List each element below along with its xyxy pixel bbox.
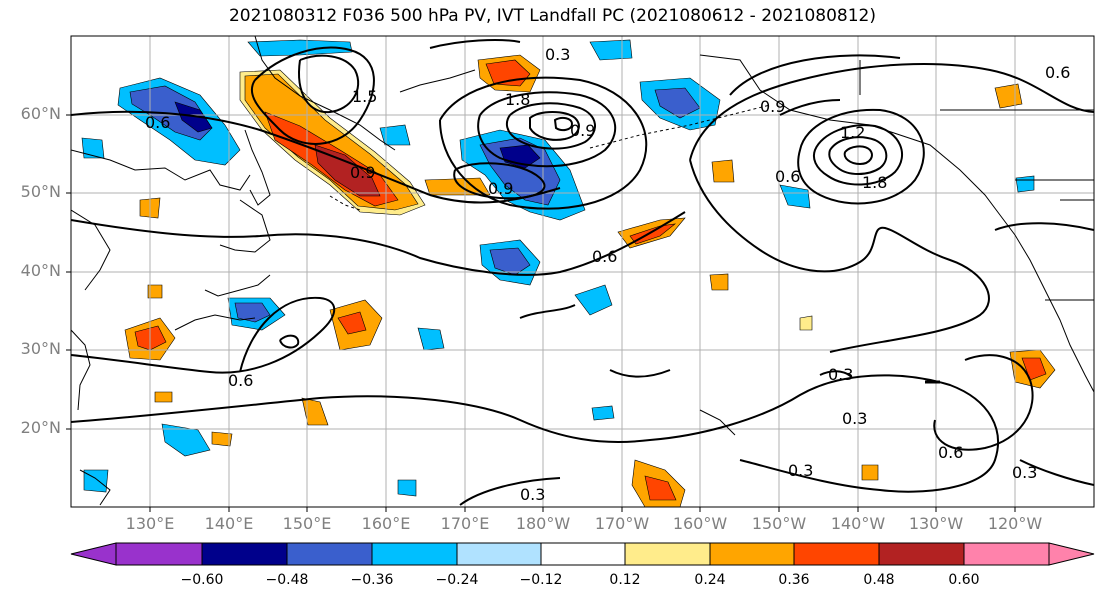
lon-label: 160°W [672, 514, 728, 533]
contour-label: 0.3 [828, 365, 853, 384]
colorbar-cell [201, 542, 288, 566]
lon-label: 170°E [440, 514, 490, 533]
lat-label: 50°N [20, 182, 61, 201]
colorbar-cell [115, 542, 203, 566]
colorbar-tick-label: 0.36 [778, 572, 810, 588]
map-title: 2021080312 F036 500 hPa PV, IVT Landfall… [228, 6, 876, 26]
contour-label: 0.6 [592, 247, 617, 266]
contour-label: 0.6 [145, 113, 170, 132]
lat-label: 60°N [20, 104, 61, 123]
colorbar-max-extend [1048, 542, 1095, 566]
colorbar-tick-label: −0.12 [519, 572, 563, 588]
colorbar-tick-label: −0.24 [435, 572, 479, 588]
coastlines [71, 36, 1094, 506]
lon-label: 130°E [125, 514, 175, 533]
contour-label-group: 0.3 1.5 0.6 0.9 0.9 1.8 0.9 0.6 0.9 1.2 … [145, 45, 1070, 504]
lon-label: 150°E [282, 514, 332, 533]
colorbar-cell [963, 542, 1050, 566]
colorbar-tick-label: 0.48 [863, 572, 895, 588]
contour-label: 1.2 [840, 123, 865, 142]
colorbar-tick-label: −0.60 [180, 572, 224, 588]
contour-label: 0.6 [1045, 63, 1070, 82]
colorbar-min-extend [70, 542, 117, 566]
lat-label: 40°N [20, 261, 61, 280]
contour-label: 0.9 [488, 179, 513, 198]
lon-label: 140°W [830, 514, 886, 533]
contour-label: 0.3 [788, 461, 813, 480]
contour-label: 0.9 [760, 97, 785, 116]
colorbar-tick-label: 0.12 [609, 572, 641, 588]
lon-label: 140°E [204, 514, 254, 533]
colorbar-cell [286, 542, 373, 566]
contour-label: 0.6 [775, 167, 800, 186]
colorbar-cell [456, 542, 542, 566]
lon-label: 180°W [515, 514, 571, 533]
graticule [71, 36, 1094, 507]
colorbar-tick-label: 0.24 [694, 572, 726, 588]
tick-marks [66, 114, 1016, 512]
colorbar-cell [793, 542, 880, 566]
colorbar-cell [878, 542, 965, 566]
contour-label: 0.9 [350, 163, 375, 182]
lon-label: 120°W [987, 514, 1043, 533]
colorbar-cell [371, 542, 458, 566]
contour-label: 1.5 [352, 87, 377, 106]
colorbar-tick-label: −0.48 [265, 572, 309, 588]
colorbar [70, 542, 1095, 566]
contour-label: 0.6 [228, 371, 253, 390]
lat-label: 30°N [20, 339, 61, 358]
lon-label: 170°W [594, 514, 650, 533]
contour-label: 0.3 [842, 409, 867, 428]
colorbar-cell [709, 542, 795, 566]
contour-label: 0.3 [545, 45, 570, 64]
lon-label: 160°E [361, 514, 411, 533]
colorbar-cell [624, 542, 711, 566]
contour-label: 0.3 [1012, 463, 1037, 482]
lon-label: 150°W [751, 514, 807, 533]
ivt-contours [71, 39, 1094, 506]
contour-label: 0.9 [570, 121, 595, 140]
colorbar-cell [540, 542, 626, 566]
contour-label: 0.3 [520, 485, 545, 504]
lat-label: 20°N [20, 418, 61, 437]
contour-label: 1.8 [505, 90, 530, 109]
contour-label: 1.8 [862, 173, 887, 192]
colorbar-tick-label: 0.60 [948, 572, 980, 588]
colorbar-tick-label: −0.36 [350, 572, 394, 588]
contour-label: 0.6 [938, 443, 963, 462]
lon-label: 130°W [908, 514, 964, 533]
